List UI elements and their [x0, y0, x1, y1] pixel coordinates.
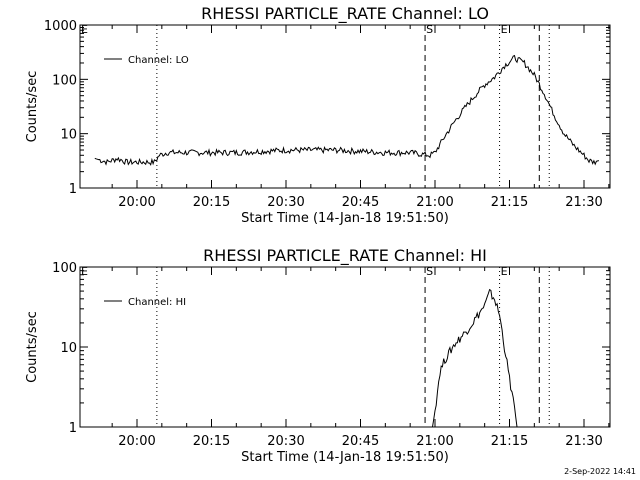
footer-timestamp: 2-Sep-2022 14:41 [564, 467, 636, 476]
event-label: S [426, 23, 433, 36]
corner-marker-label: E [81, 23, 88, 36]
chart-title: RHESSI PARTICLE_RATE Channel: HI [203, 246, 487, 266]
y-tick-label: 10 [60, 341, 77, 356]
x-tick-label: 21:30 [565, 195, 602, 210]
event-label: E [501, 23, 508, 36]
panel-hi: RHESSI PARTICLE_RATE Channel: HI 20:00 20:… [25, 246, 611, 465]
corner-marker-label: E [81, 265, 88, 278]
legend-label: Channel: LO [128, 55, 189, 66]
x-tick-label: 20:00 [118, 195, 155, 210]
legend-label: Channel: HI [128, 297, 186, 308]
x-tick-label: 21:15 [491, 195, 528, 210]
x-tick-label: 20:00 [118, 434, 155, 449]
plot-frame [79, 266, 611, 428]
x-tick-label: 21:15 [491, 434, 528, 449]
x-tick-label: 21:30 [565, 434, 602, 449]
x-tick-label: 20:15 [193, 195, 230, 210]
panel-lo: RHESSI PARTICLE_RATE Channel: LO 20:00 20:… [25, 4, 611, 226]
plot-frame [79, 24, 611, 189]
series-line [94, 54, 600, 166]
y-tick-label: 100 [52, 73, 77, 88]
x-tick-label: 20:45 [342, 434, 379, 449]
y-axis-label: Counts/sec [25, 311, 40, 383]
x-tick-label: 21:00 [416, 195, 453, 210]
y-axis-label: Counts/sec [25, 71, 40, 143]
x-tick-label: 21:00 [416, 434, 453, 449]
x-tick-label: 20:30 [267, 195, 304, 210]
y-tick-label: 1 [69, 421, 77, 436]
x-tick-label: 20:30 [267, 434, 304, 449]
event-label: S [426, 265, 433, 278]
x-axis-label: Start Time (14-Jan-18 19:51:50) [241, 450, 449, 465]
series-line [432, 288, 518, 428]
chart-title: RHESSI PARTICLE_RATE Channel: LO [201, 4, 489, 24]
y-tick-label: 10 [60, 128, 77, 143]
y-tick-label: 1000 [44, 19, 77, 34]
x-axis-label: Start Time (14-Jan-18 19:51:50) [241, 211, 449, 226]
event-label: E [501, 265, 508, 278]
x-tick-label: 20:15 [193, 434, 230, 449]
x-tick-label: 20:45 [342, 195, 379, 210]
y-tick-label: 1 [69, 182, 77, 197]
y-tick-label: 100 [52, 261, 77, 276]
